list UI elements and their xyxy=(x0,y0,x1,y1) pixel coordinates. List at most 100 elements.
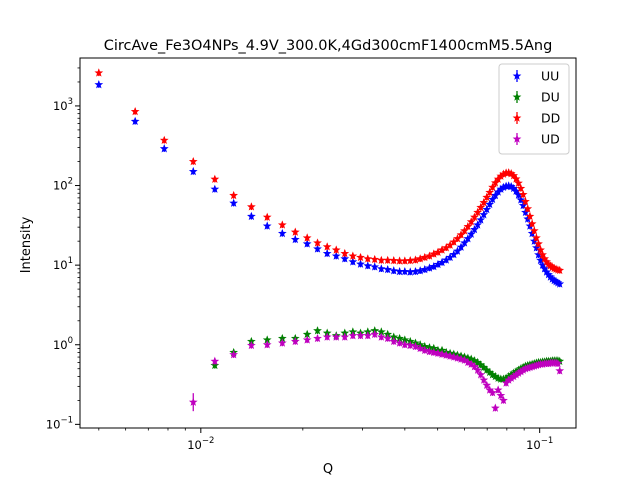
data-point xyxy=(490,371,500,381)
data-point xyxy=(376,332,386,341)
x-tick-label: 10−1 xyxy=(526,436,553,452)
data-point xyxy=(262,335,272,344)
data-point xyxy=(277,220,287,229)
data-point xyxy=(473,220,482,229)
data-point xyxy=(466,217,476,226)
data-point xyxy=(277,228,287,238)
data-point xyxy=(493,174,503,183)
data-point xyxy=(449,237,459,246)
legend-label: DD xyxy=(541,111,560,126)
legend-marker xyxy=(512,71,522,80)
data-point xyxy=(485,199,495,209)
data-point xyxy=(509,183,519,193)
data-point xyxy=(496,171,506,180)
data-point xyxy=(470,356,479,365)
data-point xyxy=(210,356,220,365)
data-point xyxy=(425,347,434,356)
data-point xyxy=(534,250,543,259)
data-point xyxy=(538,250,547,259)
data-point xyxy=(509,171,519,180)
data-point xyxy=(529,226,539,235)
data-point xyxy=(437,257,447,267)
data-point xyxy=(389,332,399,341)
data-point xyxy=(463,221,473,231)
data-point xyxy=(405,340,415,350)
data-point xyxy=(370,262,380,271)
data-point xyxy=(277,338,287,347)
data-point xyxy=(536,255,545,265)
data-point xyxy=(400,266,410,276)
data-point xyxy=(516,367,526,376)
data-point xyxy=(499,169,508,178)
y-tick-label: 100 xyxy=(53,336,73,352)
data-point xyxy=(463,234,473,243)
data-point xyxy=(488,388,497,397)
data-point xyxy=(302,335,312,344)
data-point xyxy=(544,270,553,279)
data-point xyxy=(470,362,479,371)
data-point xyxy=(544,259,553,268)
data-point xyxy=(389,266,399,275)
data-point xyxy=(504,375,514,384)
data-point xyxy=(376,255,386,265)
x-tick-label: 10−2 xyxy=(187,436,214,452)
data-point xyxy=(383,333,393,343)
plot-frame xyxy=(79,57,577,429)
data-point xyxy=(363,331,373,340)
data-point xyxy=(521,196,530,206)
data-point xyxy=(210,174,220,183)
data-point xyxy=(159,135,169,145)
data-point xyxy=(460,238,469,247)
chart-title: CircAve_Fe3O4NPs_4.9V_300.0K,4Gd300cmF14… xyxy=(104,38,553,54)
data-point xyxy=(493,187,503,196)
series-dd xyxy=(94,68,565,275)
data-point xyxy=(425,263,434,272)
data-point xyxy=(247,211,256,221)
legend-marker xyxy=(512,134,522,143)
data-point xyxy=(376,264,386,273)
data-point xyxy=(532,233,541,242)
data-point xyxy=(538,260,547,269)
data-point xyxy=(348,251,358,260)
data-point xyxy=(493,385,503,394)
y-tick-label: 103 xyxy=(53,97,73,113)
data-point xyxy=(547,262,557,271)
data-point xyxy=(262,221,272,230)
data-point xyxy=(555,279,565,288)
data-point xyxy=(313,238,322,247)
legend-marker xyxy=(512,113,522,122)
data-point xyxy=(456,230,466,239)
data-point xyxy=(523,204,533,213)
data-point xyxy=(331,245,341,254)
data-point xyxy=(322,242,332,251)
legend-label: UD xyxy=(541,132,560,147)
data-point xyxy=(159,144,169,153)
data-point xyxy=(473,207,482,217)
data-point xyxy=(302,233,312,242)
data-point xyxy=(479,210,489,219)
data-point xyxy=(348,257,358,266)
data-point xyxy=(363,261,373,270)
data-point xyxy=(277,333,287,343)
data-point xyxy=(445,240,455,249)
x-axis-label: Q xyxy=(323,462,333,477)
data-point xyxy=(395,338,404,347)
data-point xyxy=(482,380,492,389)
data-point xyxy=(348,331,358,340)
data-point xyxy=(540,254,549,263)
data-point xyxy=(460,355,469,364)
data-point xyxy=(94,80,104,89)
data-point xyxy=(506,373,516,382)
legend-label: UU xyxy=(541,69,559,84)
data-point xyxy=(188,166,198,176)
data-point xyxy=(433,247,443,257)
data-point xyxy=(501,378,511,387)
data-point xyxy=(485,385,495,394)
data-point xyxy=(290,336,300,346)
data-point xyxy=(420,345,430,355)
data-point xyxy=(415,343,425,353)
data-point xyxy=(506,181,516,191)
data-point xyxy=(555,265,565,275)
data-point xyxy=(395,333,404,343)
